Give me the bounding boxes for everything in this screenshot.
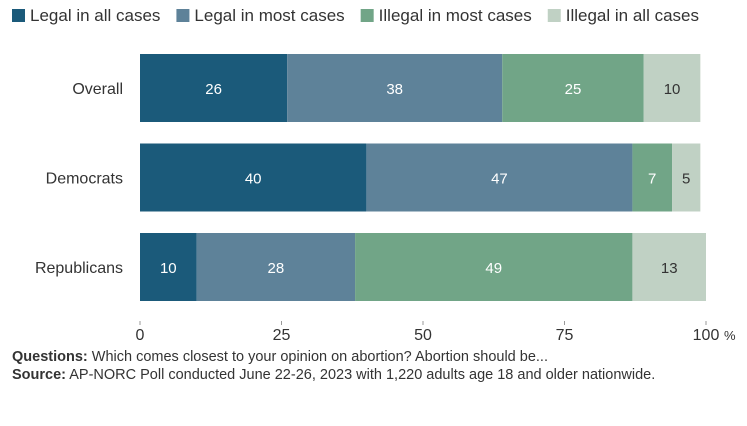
category-label-republicans: Republicans — [35, 260, 123, 277]
bar-democrats-illegal-in-all-cases — [672, 143, 701, 212]
source-label: Source: — [12, 367, 66, 383]
category-labels: Overall Democrats Republicans — [35, 81, 123, 277]
legend-label-illegal-in-most-cases: Illegal in most cases — [379, 6, 532, 25]
bar-value-overall-legal-in-all-cases: 26 — [205, 81, 222, 98]
category-label-overall: Overall — [72, 81, 123, 98]
x-tick-label-50: 50 — [414, 327, 432, 344]
category-label-democrats: Democrats — [46, 171, 123, 188]
bar-value-democrats-legal-in-all-cases: 40 — [245, 171, 262, 188]
x-tick-label-75: 75 — [556, 327, 574, 344]
bars: 26 38 25 10 40 47 7 5 10 28 49 13 — [140, 54, 706, 301]
bar-republicans-legal-in-most-cases — [196, 233, 356, 301]
bar-value-democrats-legal-in-most-cases: 47 — [491, 171, 508, 188]
bar-value-republicans-illegal-in-most-cases: 49 — [485, 260, 502, 277]
questions-text: Which comes closest to your opinion on a… — [87, 349, 548, 365]
questions-note: Questions: Which comes closest to your o… — [12, 348, 737, 366]
legend-swatch-legal-in-most-cases — [176, 9, 190, 22]
legend-label-illegal-in-all-cases: Illegal in all cases — [566, 6, 699, 25]
bar-overall-illegal-in-most-cases — [502, 54, 644, 122]
bar-republicans-legal-in-all-cases — [140, 233, 197, 301]
source-text: AP-NORC Poll conducted June 22-26, 2023 … — [66, 367, 656, 383]
x-axis: 0 25 50 75 100% — [136, 321, 736, 344]
legend-swatch-legal-in-all-cases — [12, 9, 25, 22]
legend-label-legal-in-all-cases: Legal in all cases — [30, 6, 160, 25]
legend-swatch-illegal-in-most-cases — [360, 9, 374, 22]
bar-value-republicans-illegal-in-all-cases: 13 — [661, 260, 678, 277]
legend-swatch-illegal-in-all-cases — [547, 9, 561, 22]
bar-republicans-illegal-in-all-cases — [632, 233, 706, 301]
legend-label-legal-in-most-cases: Legal in most cases — [194, 6, 344, 25]
bar-democrats-legal-in-most-cases — [366, 143, 633, 212]
bar-value-overall-illegal-in-most-cases: 25 — [565, 81, 582, 98]
legend: Legal in all cases Legal in most cases Ill… — [12, 6, 699, 25]
x-tick-label-100: 100 — [693, 327, 720, 344]
x-axis-unit: % — [724, 328, 736, 343]
bar-overall-legal-in-all-cases — [140, 54, 288, 122]
bar-democrats-illegal-in-most-cases — [632, 143, 673, 212]
bar-value-republicans-legal-in-all-cases: 10 — [160, 260, 177, 277]
chart-notes: Questions: Which comes closest to your o… — [12, 348, 737, 384]
bar-value-republicans-legal-in-most-cases: 28 — [267, 260, 284, 277]
bar-value-overall-legal-in-most-cases: 38 — [386, 81, 403, 98]
stacked-bar-chart: Legal in all cases Legal in most cases Ill… — [12, 6, 736, 344]
bar-value-overall-illegal-in-all-cases: 10 — [664, 81, 681, 98]
questions-label: Questions: — [12, 349, 88, 365]
bar-republicans-illegal-in-most-cases — [355, 233, 633, 301]
bar-value-democrats-illegal-in-all-cases: 5 — [682, 171, 690, 188]
x-tick-label-25: 25 — [273, 327, 291, 344]
x-tick-label-0: 0 — [136, 327, 145, 344]
bar-value-democrats-illegal-in-most-cases: 7 — [648, 171, 656, 188]
bar-democrats-legal-in-all-cases — [140, 143, 367, 212]
bar-overall-illegal-in-all-cases — [643, 54, 701, 122]
source-note: Source: AP-NORC Poll conducted June 22-2… — [12, 366, 737, 384]
bar-overall-legal-in-most-cases — [287, 54, 503, 122]
